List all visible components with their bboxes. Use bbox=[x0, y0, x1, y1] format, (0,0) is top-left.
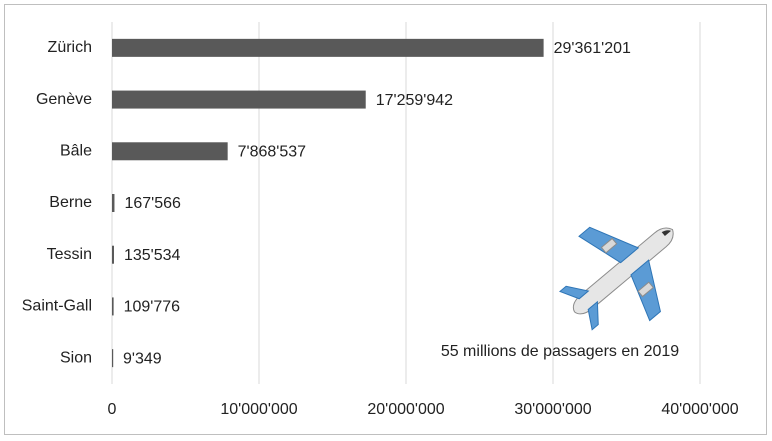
chart-border bbox=[4, 4, 767, 435]
x-tick-label: 30'000'000 bbox=[514, 401, 591, 418]
bar bbox=[112, 142, 228, 161]
x-tick-label: 40'000'000 bbox=[661, 401, 738, 418]
value-label: 17'259'942 bbox=[376, 92, 453, 109]
bar bbox=[112, 90, 366, 109]
x-tick-label: 0 bbox=[108, 401, 117, 418]
y-tick-label: Sion bbox=[60, 349, 92, 366]
airplane-icon bbox=[558, 226, 674, 331]
bar bbox=[112, 245, 114, 264]
y-tick-label: Genève bbox=[36, 91, 92, 108]
x-tick-label: 10'000'000 bbox=[220, 401, 297, 418]
annotation: 55 millions de passagers en 2019 bbox=[441, 343, 679, 360]
value-label: 29'361'201 bbox=[554, 40, 631, 57]
y-tick-label: Berne bbox=[49, 194, 92, 211]
bar bbox=[112, 297, 114, 316]
bar bbox=[112, 349, 114, 368]
bar bbox=[112, 38, 544, 57]
y-tick-label: Saint-Gall bbox=[22, 298, 92, 315]
value-label: 7'868'537 bbox=[238, 144, 306, 161]
y-tick-label: Tessin bbox=[47, 246, 92, 263]
value-label: 9'349 bbox=[123, 350, 162, 367]
x-tick-label: 20'000'000 bbox=[367, 401, 444, 418]
value-label: 109'776 bbox=[124, 299, 181, 316]
y-tick-label: Zürich bbox=[48, 39, 92, 56]
y-tick-label: Bâle bbox=[60, 143, 92, 160]
value-label: 167'566 bbox=[124, 195, 181, 212]
bar bbox=[112, 194, 115, 212]
value-label: 135'534 bbox=[124, 247, 181, 264]
